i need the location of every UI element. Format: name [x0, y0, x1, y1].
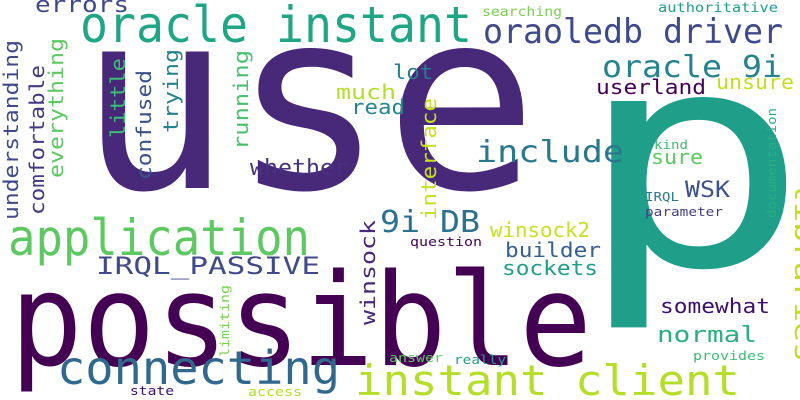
word-limiting: limiting: [218, 285, 232, 357]
word-running: running: [229, 50, 253, 150]
word-include: include: [476, 135, 624, 170]
word-much: much: [336, 80, 396, 104]
word-comfortable: comfortable: [25, 65, 49, 215]
word-authoritative: authoritative: [658, 1, 778, 16]
word-winsock: winsock: [356, 220, 380, 325]
word-sure: sure: [651, 145, 703, 169]
word-connecting: connecting: [57, 341, 340, 395]
word-little: little: [106, 58, 130, 138]
word-read: read: [351, 95, 405, 119]
word-oraoledb-driver: oraoledb driver: [483, 12, 783, 52]
word-sockets: sockets: [502, 256, 598, 280]
word-everything: everything: [44, 38, 68, 178]
word-answer: answer: [389, 351, 443, 365]
word-state: state: [130, 384, 174, 398]
word-normal: normal: [657, 323, 757, 348]
word-9i-db: 9i DB: [380, 205, 480, 240]
word-really: really: [454, 353, 506, 367]
word-p: p: [575, 0, 800, 336]
word-parameter: parameter: [645, 205, 723, 219]
word-trying: trying: [159, 49, 183, 133]
word-winsock2: winsock2: [490, 218, 590, 242]
word-errors: errors: [35, 0, 129, 18]
word-use: use: [78, 0, 538, 247]
word-confused: confused: [132, 70, 156, 180]
word-access: access: [248, 385, 302, 399]
word-builder: builder: [505, 238, 601, 262]
word-whether: whether: [250, 156, 348, 181]
word-libraries: libraries: [788, 182, 800, 362]
word-oracle-instant: oracle instant: [80, 0, 472, 54]
word-wsk: WSK: [685, 178, 731, 203]
word-instant-client: instant client: [355, 356, 740, 400]
word-documentation: documentation: [765, 108, 779, 218]
word-question: question: [410, 235, 482, 249]
word-understanding: understanding: [0, 40, 23, 220]
word-irql-passive: IRQL_PASSIVE: [96, 252, 320, 280]
word-somewhat: somewhat: [660, 294, 770, 318]
word-provides: provides: [693, 349, 765, 363]
word-lot: lot: [393, 60, 433, 84]
word-userland: userland: [596, 75, 706, 99]
word-searching: searching: [482, 5, 562, 20]
word-irql: IRQL: [645, 190, 679, 204]
word-kind: kind: [654, 138, 688, 152]
word-application: application: [8, 209, 310, 267]
word-unsure: unsure: [716, 70, 794, 94]
word-oracle-9i: oracle 9i: [602, 50, 782, 85]
word-interface: interface: [417, 98, 441, 220]
word-possible: possible: [10, 247, 592, 396]
